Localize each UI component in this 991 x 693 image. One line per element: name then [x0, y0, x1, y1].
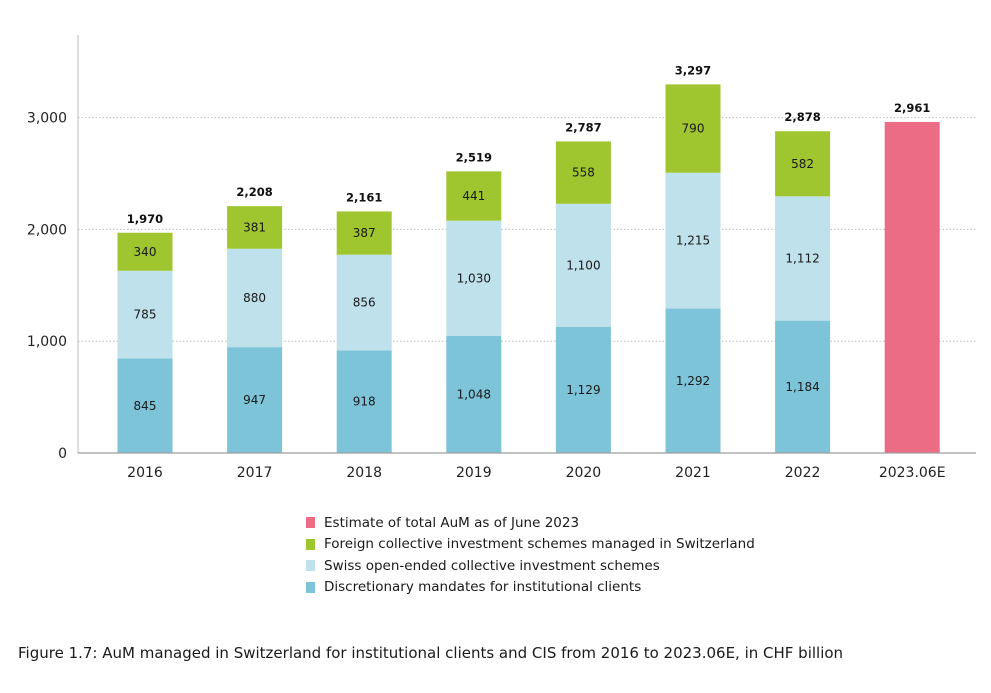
stacked-bar-chart: 0 1,000 2,000 3,000 2016 2017 2018 2019 2020 2021…	[27, 35, 976, 481]
segment-value-label: 381	[243, 220, 266, 234]
bar-segment	[555, 326, 611, 453]
legend-swatch	[306, 538, 315, 550]
x-tick-label: 2020	[566, 465, 602, 481]
segment-value-label: 558	[572, 166, 595, 180]
bar-segment	[117, 232, 173, 271]
bar-total-label: 2,878	[784, 110, 820, 124]
segment-value-label: 1,292	[676, 374, 710, 388]
x-tick-label: 2019	[456, 465, 492, 481]
legend-swatch	[306, 517, 315, 529]
bar-segment	[775, 320, 831, 453]
bar-total-label: 2,787	[565, 120, 601, 134]
bar-segment	[555, 141, 611, 204]
bar-segment	[555, 203, 611, 327]
segment-value-label: 845	[134, 399, 157, 413]
bar-segment	[336, 211, 392, 255]
bar-segment	[117, 358, 173, 453]
segment-value-label: 582	[791, 157, 814, 171]
x-tick-label: 2016	[127, 465, 163, 481]
bar-segment	[775, 131, 831, 197]
bar-segment	[884, 121, 940, 453]
bar-segment	[665, 84, 721, 173]
segment-value-label: 1,215	[676, 234, 710, 248]
legend-item: Discretionary mandates for institutional…	[306, 577, 755, 599]
segment-value-label: 1,112	[785, 251, 819, 265]
segment-value-label: 1,048	[457, 387, 491, 401]
segment-value-label: 441	[462, 189, 485, 203]
y-tick-label: 1,000	[27, 334, 67, 350]
segment-value-label: 1,100	[566, 258, 600, 272]
legend-label: Discretionary mandates for institutional…	[324, 579, 642, 596]
y-tick-label: 0	[58, 446, 67, 462]
bar-segment	[446, 220, 502, 336]
legend: Estimate of total AuM as of June 2023 For…	[306, 512, 755, 598]
legend-label: Foreign collective investment schemes ma…	[324, 536, 755, 553]
bar-total-label: 2,961	[894, 101, 930, 115]
x-tick-label: 2018	[346, 465, 382, 481]
segment-value-label: 340	[134, 245, 157, 259]
segment-value-label: 1,184	[785, 380, 819, 394]
axes: 0 1,000 2,000 3,000 2016 2017 2018 2019 2020 2021…	[27, 35, 976, 481]
bar-total-label: 2,161	[346, 190, 382, 204]
segment-value-label: 880	[243, 291, 266, 305]
bar-segment	[336, 350, 392, 453]
bar-segment	[227, 347, 283, 453]
legend-label: Swiss open-ended collective investment s…	[324, 557, 660, 574]
bar-segment	[775, 196, 831, 321]
bar-segment	[117, 270, 173, 359]
legend-swatch	[306, 581, 315, 593]
legend-item: Foreign collective investment schemes ma…	[306, 534, 755, 556]
bar-segment	[446, 335, 502, 453]
bar-total-label: 2,519	[456, 150, 492, 164]
bars	[117, 84, 940, 453]
bar-total-label: 3,297	[675, 63, 711, 77]
segment-value-label: 785	[134, 308, 157, 322]
gridlines	[78, 117, 976, 342]
bar-segment	[336, 254, 392, 351]
bar-segment	[446, 171, 502, 221]
segment-value-label: 387	[353, 226, 376, 240]
segment-value-label: 790	[682, 122, 705, 136]
x-tick-label: 2017	[237, 465, 273, 481]
legend-label: Estimate of total AuM as of June 2023	[324, 514, 580, 531]
y-tick-label: 3,000	[27, 111, 67, 127]
segment-value-label: 918	[353, 395, 376, 409]
bar-segment	[227, 248, 283, 348]
y-tick-label: 2,000	[27, 222, 67, 238]
figure-caption: Figure 1.7: AuM managed in Switzerland f…	[18, 644, 844, 662]
x-tick-label: 2021	[675, 465, 711, 481]
legend-item: Estimate of total AuM as of June 2023	[306, 512, 755, 534]
legend-item: Swiss open-ended collective investment s…	[306, 555, 755, 577]
bar-segment	[665, 172, 721, 309]
x-tick-label: 2022	[785, 465, 821, 481]
segment-value-label: 856	[353, 296, 376, 310]
bar-segment	[227, 206, 283, 249]
segment-value-label: 947	[243, 393, 266, 407]
bar-total-label: 1,970	[127, 212, 163, 226]
x-tick-label: 2023.06E	[879, 465, 946, 481]
data-labels: 845 785 340 1,970 947 880 381 2,208 918 856 387 2,1…	[127, 63, 931, 412]
bar-segment	[665, 308, 721, 453]
legend-swatch	[306, 560, 315, 572]
segment-value-label: 1,030	[457, 271, 491, 285]
bar-total-label: 2,208	[236, 185, 272, 199]
segment-value-label: 1,129	[566, 383, 600, 397]
